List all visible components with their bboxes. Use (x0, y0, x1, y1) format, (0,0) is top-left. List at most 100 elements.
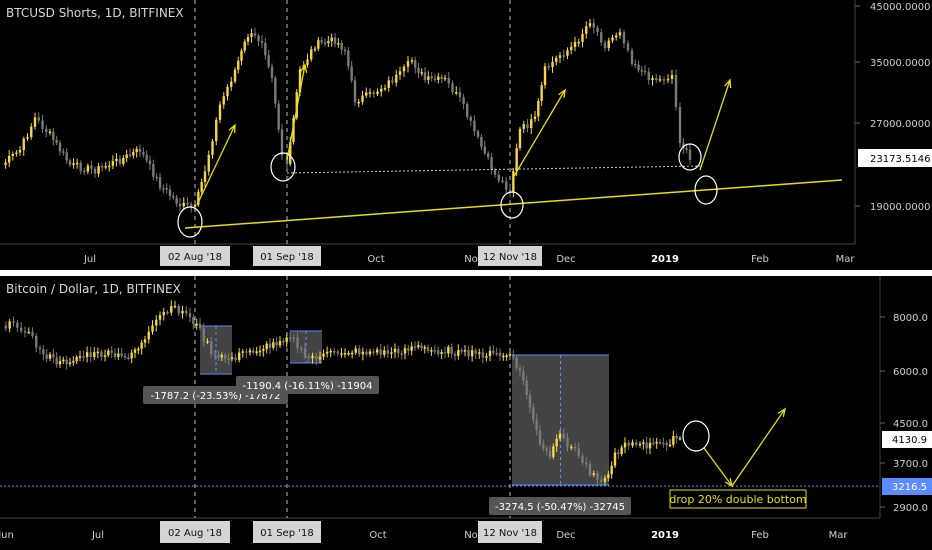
btc-candle (55, 357, 58, 365)
shorts-candle (75, 162, 79, 165)
shorts-candle (72, 163, 75, 165)
btc-candle (224, 354, 227, 359)
shorts-candle (626, 43, 630, 51)
panel-separator[interactable] (0, 270, 932, 276)
shorts-candle (277, 103, 280, 130)
shorts-candle (48, 131, 52, 134)
shorts-candle (493, 170, 497, 175)
shorts-candle (447, 77, 450, 84)
shorts-candle (530, 119, 533, 129)
shorts-candle (18, 150, 22, 153)
btc-candle (19, 327, 23, 332)
btc-candle (350, 352, 354, 355)
shorts-candle (430, 76, 433, 79)
btc-candle (72, 361, 75, 363)
btc-candle (322, 353, 325, 357)
btc-candle (285, 337, 288, 342)
shorts-candle (41, 120, 44, 129)
time-tick-label: No (464, 254, 478, 265)
time-tick-label: Feb (751, 254, 769, 265)
shorts-candle (490, 157, 493, 171)
shorts-candle (330, 37, 333, 42)
btc-candle (607, 474, 610, 478)
btc-candle (227, 358, 230, 361)
btc-candle (38, 347, 42, 350)
shorts-candle (443, 77, 447, 80)
shorts-candle (427, 76, 430, 80)
shorts-candle (253, 33, 257, 36)
shorts-candle (487, 153, 490, 158)
shorts-candle (372, 92, 375, 95)
btc-candle (333, 350, 336, 353)
price-tick-label: 27000.0000 (870, 119, 930, 130)
btc-candle (552, 446, 555, 457)
btc-candle (440, 352, 443, 354)
shorts-candle (190, 204, 193, 207)
btc-candle (110, 350, 113, 353)
btc-candle (433, 350, 436, 352)
shorts-candle (168, 189, 172, 196)
shorts-candle (152, 164, 155, 177)
shorts-candle (215, 119, 218, 142)
shorts-candle (469, 116, 472, 121)
btc-candle (570, 446, 573, 449)
shorts-candle (670, 75, 674, 79)
btc-candle (127, 357, 130, 359)
measure-label: -1190.4 (-16.11%) -11904 (243, 381, 373, 392)
shorts-candle (30, 126, 33, 138)
shorts-candle (596, 27, 599, 33)
btc-candle (668, 444, 672, 447)
time-tick-label: Jul (91, 530, 104, 541)
btc-candle (268, 343, 272, 348)
btc-candle (42, 349, 45, 355)
btc-candle (143, 339, 147, 343)
btc-candle (354, 348, 357, 353)
last-price-label: 4130.9 (892, 435, 927, 446)
btc-candle (610, 465, 613, 475)
shorts-candle (100, 166, 104, 168)
btc-candle (648, 442, 652, 449)
btc-candle (202, 328, 205, 342)
btc-candle (368, 351, 372, 355)
btc-candle (318, 356, 322, 360)
measure-label: -1787.2 (-23.53%) -17872 (151, 391, 281, 402)
projection-arrow (703, 447, 733, 487)
shorts-candle (104, 166, 107, 168)
btc-candle (672, 436, 675, 445)
shorts-candle (678, 107, 682, 144)
shorts-candle (637, 64, 640, 71)
btc-candle (89, 352, 92, 358)
btc-candle (645, 442, 648, 449)
shorts-candle (37, 117, 40, 121)
shorts-candle (125, 154, 128, 158)
btc-candle (437, 350, 440, 354)
shorts-candle (551, 62, 554, 68)
btc-candle (336, 351, 340, 354)
btc-candle (238, 352, 241, 360)
shorts-candle (55, 139, 58, 143)
shorts-candle (306, 59, 309, 66)
btc-candle (158, 315, 162, 320)
btc-candle (498, 352, 502, 356)
btc-candle (505, 355, 508, 358)
btc-candle (245, 351, 248, 353)
shorts-candle (4, 162, 7, 165)
btc-candle (162, 312, 165, 316)
shorts-candle (666, 78, 670, 81)
btc-candle (542, 443, 545, 449)
btc-candle (252, 350, 255, 353)
btc-candle (403, 348, 407, 354)
btc-candle (417, 345, 420, 347)
btc-candle (248, 350, 252, 353)
shorts-candle (240, 50, 243, 61)
btc-candle (329, 350, 332, 353)
btc-candle (512, 354, 515, 358)
btc-candle (78, 356, 82, 358)
shorts-candle (132, 151, 135, 156)
shorts-candle (211, 141, 214, 155)
shorts-candle (243, 41, 246, 51)
shorts-candle (647, 71, 650, 81)
shorts-candle (570, 46, 573, 51)
arrow-head (558, 88, 566, 99)
btc-candle (275, 342, 278, 346)
